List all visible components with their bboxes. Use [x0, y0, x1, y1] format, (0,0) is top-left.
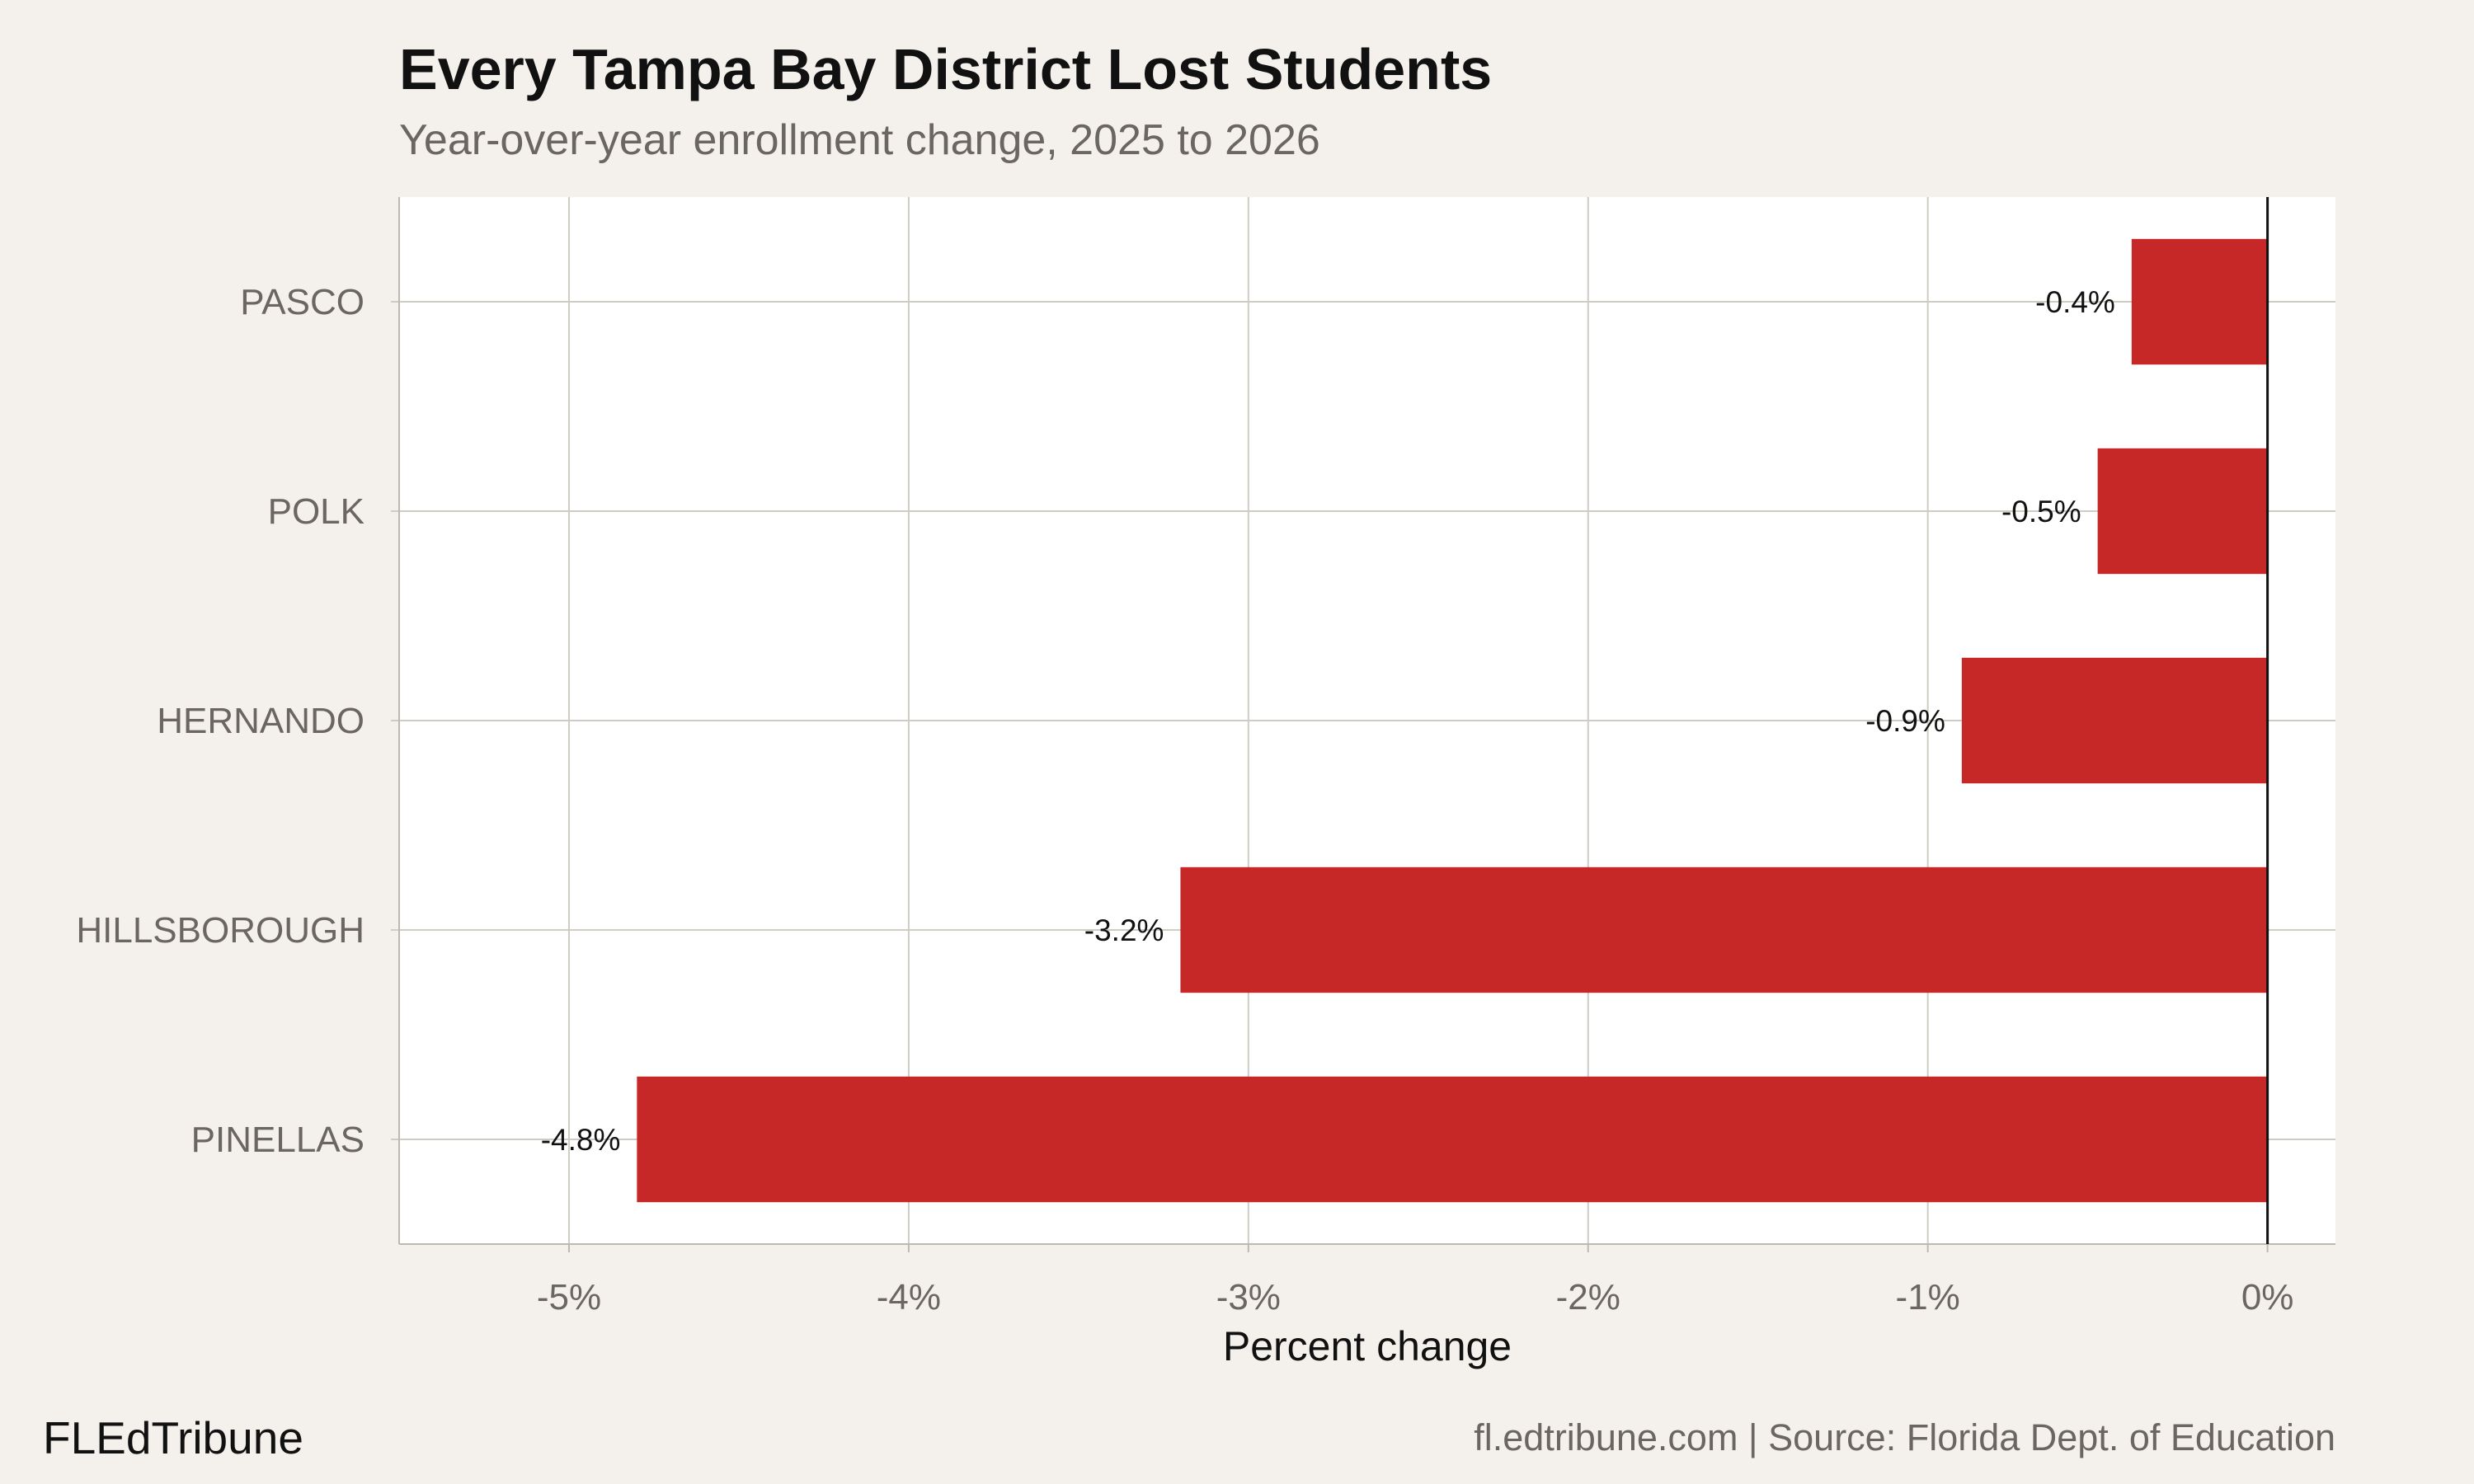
chart-subtitle: Year-over-year enrollment change, 2025 t…	[399, 116, 1320, 164]
data-label: -3.2%	[1084, 913, 1164, 947]
x-tick-label: 0%	[2241, 1277, 2294, 1317]
x-tick-label: -4%	[877, 1277, 941, 1317]
x-tick-label: -5%	[537, 1277, 601, 1317]
x-tick-label: -1%	[1896, 1277, 1960, 1317]
bar-polk	[2097, 448, 2268, 575]
y-tick-label: PINELLAS	[191, 1120, 365, 1160]
bar-pasco	[2131, 238, 2268, 365]
data-label: -0.5%	[2001, 495, 2081, 528]
x-axis-title: Percent change	[1223, 1323, 1512, 1369]
bar-hillsborough	[1180, 866, 2268, 993]
x-tick-label: -3%	[1216, 1277, 1281, 1317]
chart-title: Every Tampa Bay District Lost Students	[399, 37, 1493, 101]
y-tick-label: POLK	[268, 491, 365, 532]
x-tick-label: -2%	[1556, 1277, 1620, 1317]
y-tick-label: HILLSBOROUGH	[76, 910, 365, 951]
bar-pinellas	[637, 1076, 2268, 1203]
brand-logo-text: FLEdTribune	[43, 1412, 303, 1463]
source-note: fl.edtribune.com | Source: Florida Dept.…	[1474, 1416, 2335, 1458]
y-tick-label: PASCO	[240, 282, 365, 322]
y-tick-label: HERNANDO	[157, 701, 365, 741]
data-label: -0.4%	[2035, 285, 2115, 319]
data-label: -4.8%	[541, 1123, 621, 1157]
bar-hernando	[1961, 657, 2268, 784]
data-label: -0.9%	[1865, 704, 1945, 738]
